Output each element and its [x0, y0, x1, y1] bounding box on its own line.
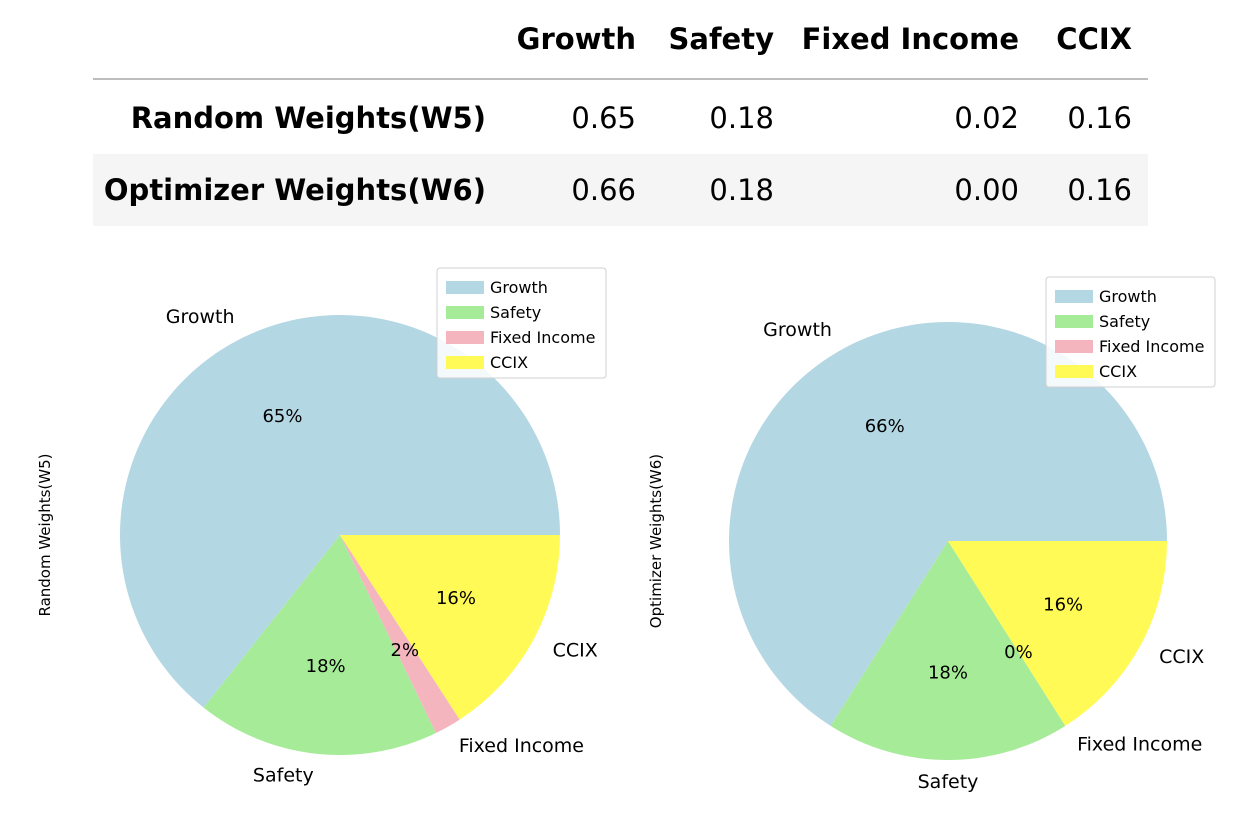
- legend-entry-safety: Safety: [490, 303, 541, 322]
- legend-swatch-growth: [446, 281, 484, 294]
- pie-slice-safety: [203, 535, 436, 755]
- legend-entry-ccix: CCIX: [1099, 362, 1137, 381]
- table-cell: 0.18: [709, 101, 774, 135]
- row-label: Random Weights(W5): [130, 101, 486, 135]
- slice-label-fixed-income: Fixed Income: [459, 735, 584, 757]
- pct-label-fixed-income: 0%: [1004, 642, 1033, 663]
- table-cell: 0.65: [571, 101, 636, 135]
- legend-swatch-fixed-income: [1055, 340, 1093, 353]
- legend-entry-fixed-income: Fixed Income: [1099, 337, 1204, 356]
- legend-frame: [1045, 276, 1216, 388]
- legend-entry-safety: Safety: [1099, 312, 1150, 331]
- pie-slice-safety: [830, 541, 1066, 760]
- pct-label-fixed-income: 2%: [391, 640, 420, 661]
- column-header-fixed-income: Fixed Income: [801, 22, 1019, 56]
- pie-slice-growth: [728, 322, 1167, 726]
- legend: Growth Safety Fixed Income CCIX: [1045, 276, 1216, 388]
- table-cell: 0.02: [954, 101, 1019, 135]
- pie-slice-ccix: [340, 535, 560, 720]
- legend-swatch-safety: [1055, 315, 1093, 328]
- legend: Growth Safety Fixed Income CCIX: [436, 267, 607, 379]
- legend-swatch-ccix: [1055, 365, 1093, 378]
- pie-chart-2: 66% 18% 0% 16% Growth Safety Fixed Income CCIX O…: [647, 276, 1216, 793]
- row-label: Optimizer Weights(W6): [103, 173, 486, 207]
- legend-entry-growth: Growth: [490, 278, 548, 297]
- slice-label-safety: Safety: [253, 765, 314, 787]
- pct-label-ccix: 16%: [1043, 594, 1083, 615]
- column-header-safety: Safety: [668, 22, 774, 56]
- pie-slice-growth: [119, 315, 561, 708]
- pie-slice-ccix: [948, 541, 1167, 726]
- legend-swatch-fixed-income: [446, 331, 484, 344]
- table-row: Random Weights(W5) 0.65 0.18 0.02 0.16: [93, 82, 1148, 154]
- slice-label-growth: Growth: [763, 319, 832, 341]
- slice-label-growth: Growth: [166, 306, 235, 328]
- pct-label-safety: 18%: [306, 656, 346, 677]
- table-header: Growth Safety Fixed Income CCIX: [93, 0, 1148, 80]
- legend-swatch-safety: [446, 306, 484, 319]
- pct-label-growth: 65%: [262, 406, 302, 427]
- legend-swatch-growth: [1055, 290, 1093, 303]
- legend-entry-fixed-income: Fixed Income: [490, 328, 595, 347]
- column-header-ccix: CCIX: [1056, 22, 1132, 56]
- slice-label-fixed-income: Fixed Income: [1077, 733, 1202, 755]
- pct-label-growth: 66%: [865, 416, 905, 437]
- pct-label-safety: 18%: [928, 662, 968, 683]
- legend-swatch-ccix: [446, 356, 484, 369]
- pie-slice-fixed-income: [340, 535, 460, 734]
- table-cell: 0.16: [1067, 101, 1132, 135]
- legend-entry-ccix: CCIX: [490, 353, 528, 372]
- weights-table: Growth Safety Fixed Income CCIX Random W…: [93, 0, 1148, 226]
- legend-entry-growth: Growth: [1099, 287, 1157, 306]
- slice-label-safety: Safety: [918, 771, 979, 793]
- legend-frame: [436, 267, 607, 379]
- pct-label-ccix: 16%: [436, 588, 476, 609]
- table-row: Optimizer Weights(W6) 0.66 0.18 0.00 0.1…: [93, 154, 1148, 226]
- slice-label-ccix: CCIX: [1159, 646, 1204, 668]
- pie-chart-1: 65% 18% 2% 16% Growth Safety Fixed Income CCIX R…: [36, 267, 607, 787]
- table-cell: 0.18: [709, 173, 774, 207]
- pie-ylabel: Random Weights(W5): [36, 453, 54, 616]
- table-cell: 0.16: [1067, 173, 1132, 207]
- table-cell: 0.66: [571, 173, 636, 207]
- slice-label-ccix: CCIX: [553, 640, 598, 662]
- pie-ylabel: Optimizer Weights(W6): [647, 454, 665, 628]
- column-header-growth: Growth: [516, 22, 636, 56]
- table-cell: 0.00: [954, 173, 1019, 207]
